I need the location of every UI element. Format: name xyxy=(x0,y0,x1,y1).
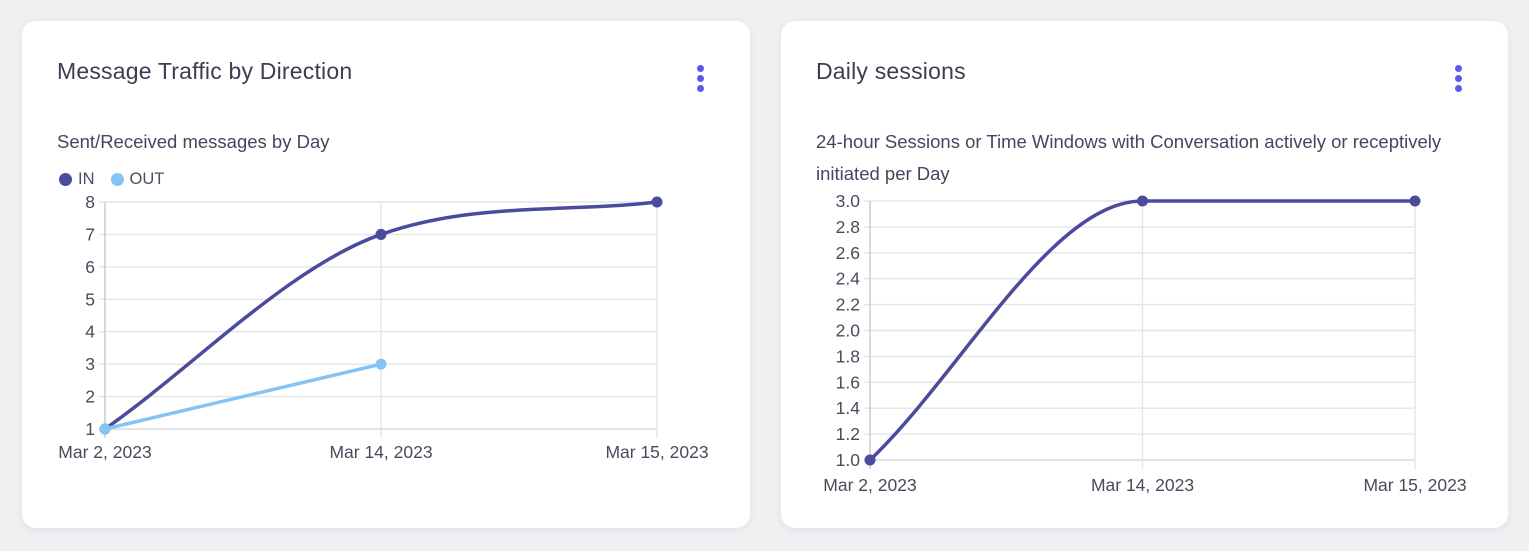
kebab-dot xyxy=(697,85,704,92)
data-point[interactable] xyxy=(99,423,111,435)
data-point[interactable] xyxy=(864,454,876,466)
y-axis-tick-label: 3.0 xyxy=(836,191,861,211)
data-point[interactable] xyxy=(375,228,387,240)
y-axis-tick-label: 2.4 xyxy=(836,269,861,289)
legend-item[interactable]: IN xyxy=(59,170,95,189)
y-axis-tick-label: 2.2 xyxy=(836,295,860,315)
kebab-dot xyxy=(697,65,704,72)
x-axis-tick-label: Mar 14, 2023 xyxy=(1091,475,1194,495)
legend-series-dot xyxy=(59,172,72,186)
daily-sessions-card: Daily sessions 24-hour Sessions or Time … xyxy=(781,21,1508,528)
card-subtitle: 24-hour Sessions or Time Windows with Co… xyxy=(816,131,1442,184)
y-axis-tick-label: 4 xyxy=(85,322,95,342)
y-axis-tick-label: 2.8 xyxy=(836,217,860,237)
legend-series-label: IN xyxy=(78,169,95,188)
y-axis-tick-label: 8 xyxy=(85,192,95,212)
kebab-dot xyxy=(697,75,704,82)
card-header: Message Traffic by Direction xyxy=(57,55,708,96)
x-axis-tick-label: Mar 14, 2023 xyxy=(329,442,432,462)
legend-series-dot xyxy=(110,172,124,186)
card-title: Daily sessions xyxy=(816,58,966,84)
card-subtitle: Sent/Received messages by Day xyxy=(57,131,330,152)
y-axis-tick-label: 6 xyxy=(85,257,95,277)
chart-legend: IN OUT xyxy=(59,168,708,190)
y-axis-tick-label: 1.4 xyxy=(836,398,861,418)
kebab-dot xyxy=(1455,85,1462,92)
data-point[interactable] xyxy=(375,358,387,370)
data-point[interactable] xyxy=(651,196,663,208)
data-point[interactable] xyxy=(1409,195,1421,207)
y-axis-tick-label: 1.0 xyxy=(836,450,861,470)
series-line-out xyxy=(103,362,383,431)
kebab-dot xyxy=(1455,65,1462,72)
legend-series-label: OUT xyxy=(129,169,165,188)
daily-sessions-line-chart: 1.0 1.2 1.4 1.6 1.8 2.0 2.2 2.4 2.6 2.8 3.0 Mar 2, … xyxy=(823,191,1466,495)
y-axis-tick-label: 2 xyxy=(85,387,95,407)
y-axis-tick-label: 2.6 xyxy=(836,243,860,263)
message-traffic-card: Message Traffic by Direction Sent/Receiv… xyxy=(22,21,750,528)
x-axis-tick-label: Mar 2, 2023 xyxy=(823,475,916,495)
y-axis-tick-label: 1.8 xyxy=(836,346,860,366)
x-axis-tick-label: Mar 15, 2023 xyxy=(1363,475,1466,495)
y-axis-tick-label: 7 xyxy=(85,224,95,244)
y-axis-tick-label: 1.6 xyxy=(836,372,860,392)
message-traffic-line-chart: 1 2 3 4 5 6 7 8 Mar 2, 2023 Mar 14, 2023 Mar 15, 2… xyxy=(58,192,708,462)
x-axis-tick-label: Mar 2, 2023 xyxy=(58,442,151,462)
card-title: Message Traffic by Direction xyxy=(57,58,353,84)
card-header: Daily sessions xyxy=(816,55,1466,96)
y-axis-tick-label: 1.2 xyxy=(836,424,860,444)
data-point[interactable] xyxy=(1137,195,1148,207)
y-axis-tick-label: 2.0 xyxy=(836,321,861,341)
y-axis-tick-label: 1 xyxy=(85,419,95,439)
y-axis-tick-label: 5 xyxy=(85,289,95,309)
series-line-daily-sessions xyxy=(868,199,1417,462)
legend-item[interactable]: OUT xyxy=(110,169,165,189)
kebab-dot xyxy=(1455,75,1462,82)
kebab-menu-icon[interactable] xyxy=(1451,61,1466,96)
x-axis-tick-label: Mar 15, 2023 xyxy=(605,442,708,462)
y-axis-tick-label: 3 xyxy=(85,354,95,374)
kebab-menu-icon[interactable] xyxy=(693,61,708,96)
